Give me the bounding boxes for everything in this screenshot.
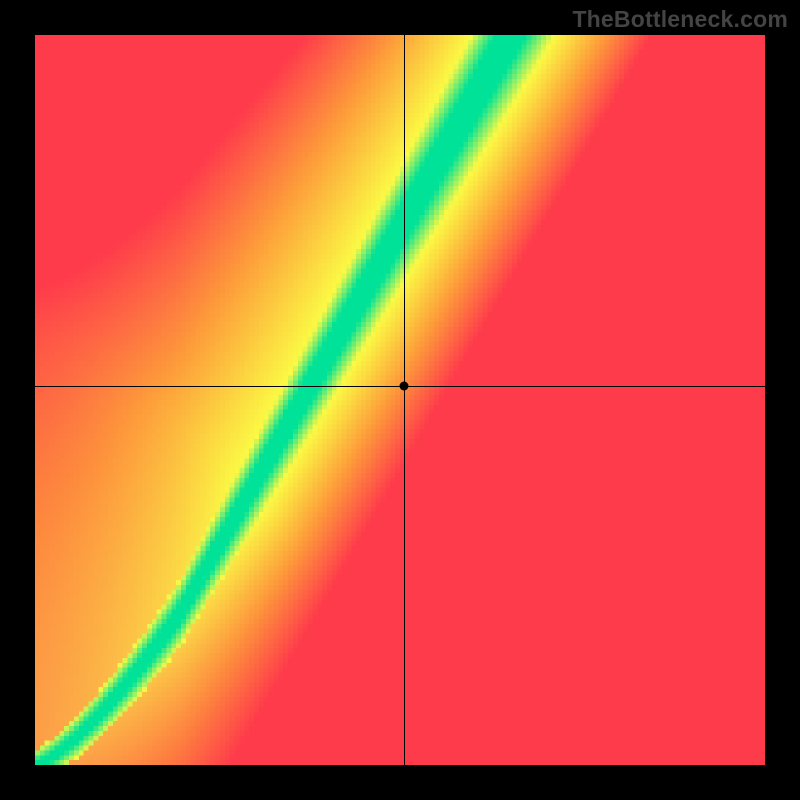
chart-outer-frame: TheBottleneck.com [0,0,800,800]
watermark-text: TheBottleneck.com [572,6,788,33]
crosshair-vertical [404,35,405,765]
crosshair-marker-dot [400,382,409,391]
bottleneck-heatmap-canvas [35,35,765,765]
